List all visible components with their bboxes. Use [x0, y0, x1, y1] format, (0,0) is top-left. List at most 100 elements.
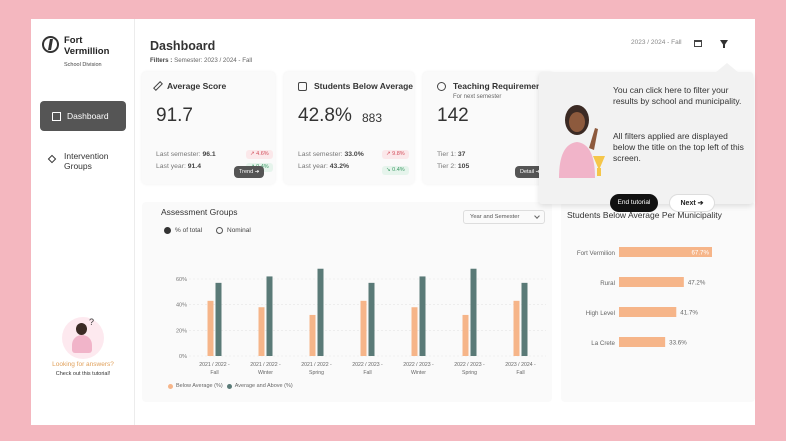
x-tick-label: 2022 / 2023 - Fall — [352, 362, 383, 376]
help-title[interactable]: Looking for answers? — [52, 361, 114, 368]
chart-legend: Below Average (%) Average and Above (%) — [168, 383, 293, 389]
stat-value: 91.4 — [187, 163, 201, 170]
detail-button[interactable]: Detail ➔ — [515, 166, 546, 178]
card-title: Average Score — [167, 81, 227, 91]
legend-label: Average and Above (%) — [234, 383, 293, 389]
year-semester-dropdown[interactable]: Year and Semester — [463, 210, 545, 224]
municipality-value-label: 67.7% — [691, 250, 709, 257]
sidebar-item-label: Intervention Groups — [64, 151, 109, 171]
last-year-stat: Last year: 91.4 — [156, 163, 201, 170]
x-tick-label-part: 2022 / 2023 - — [352, 362, 383, 368]
bar-above — [266, 276, 273, 356]
x-tick-label-part: 2022 / 2023 - — [454, 362, 485, 368]
brand-subtitle: School Division — [64, 62, 102, 68]
stat-value: 96.1 — [202, 151, 216, 158]
card-title: Students Below Average — [314, 81, 414, 91]
radio-label: Nominal — [227, 227, 251, 234]
delta-badge: ↗ 9.8% — [382, 150, 409, 159]
stat-label: Tier 1: — [437, 151, 457, 158]
trend-button[interactable]: Trend ➔ — [234, 166, 265, 178]
calendar-icon[interactable] — [694, 40, 702, 47]
sidebar: Fort Vermillion School Division Dashboar… — [31, 19, 135, 425]
assessment-groups-title: Assessment Groups — [161, 207, 238, 217]
tier2-stat: Tier 2: 105 — [437, 163, 469, 170]
bar-above — [521, 282, 528, 356]
x-tick-label-part: 2021 / 2022 - — [250, 362, 281, 368]
stat-value: 33.0% — [344, 151, 364, 158]
card-header: Average Score — [153, 81, 227, 91]
page-title: Dashboard — [150, 39, 216, 53]
delta-badge: ↘ 0.4% — [382, 166, 409, 175]
stat-label: Last semester: — [298, 151, 343, 158]
brand: Fort Vermillion — [42, 35, 114, 57]
municipality-value-label: 33.6% — [669, 340, 687, 347]
end-tutorial-button[interactable]: End tutorial — [610, 194, 658, 212]
card-title: Teaching Requirement — [453, 81, 544, 91]
radio-percent-of-total[interactable]: % of total — [164, 227, 202, 234]
stat-value: 37 — [457, 151, 466, 158]
app-window: Fort Vermillion School Division Dashboar… — [31, 19, 755, 425]
tutorial-tooltip: You can click here to filter your result… — [539, 63, 753, 212]
x-tick-label: 2021 / 2022 - Spring — [301, 362, 332, 376]
filters-label: Filters : — [150, 57, 173, 64]
bar-above — [470, 268, 477, 356]
x-tick-label: 2022 / 2023 - Winter — [403, 362, 434, 376]
tutorial-illustration: ? — [62, 317, 104, 359]
municipality-bar — [619, 277, 684, 287]
y-tick-label: 60% — [176, 277, 187, 283]
x-tick-label-part: Winter — [411, 370, 426, 376]
chat-icon — [298, 81, 307, 91]
municipality-bar — [619, 247, 712, 257]
delta-value: 4.6% — [256, 151, 269, 157]
bar-above — [215, 282, 222, 356]
last-semester-stat: Last semester: 96.1 — [156, 151, 216, 158]
sidebar-item-dashboard[interactable]: Dashboard — [40, 101, 126, 131]
help-tutorial-card[interactable]: ? Looking for answers? Check out this tu… — [31, 317, 135, 377]
help-subtitle: Check out this tutorial! — [55, 371, 111, 377]
below-average-percent: 42.8% — [298, 105, 352, 126]
municipality-title: Students Below Average Per Municipality — [567, 210, 722, 220]
bar-below — [462, 314, 469, 356]
x-tick-label: 2021 / 2022 - Fall — [199, 362, 230, 376]
bar-below — [258, 307, 265, 356]
sidebar-item-intervention-groups[interactable]: Intervention Groups — [47, 151, 129, 171]
delta-badge: ↗ 4.6% — [246, 150, 273, 159]
filter-icon[interactable] — [720, 40, 728, 48]
municipality-value-label: 47.2% — [688, 280, 706, 287]
stat-label: Tier 2: — [437, 163, 457, 170]
period-label: 2023 / 2024 - Fall — [631, 39, 682, 46]
municipality-panel — [561, 202, 755, 402]
card-average-score: Average Score 91.7 Last semester: 96.1 ↗… — [142, 72, 275, 184]
average-score-value: 91.7 — [156, 105, 193, 126]
municipality-label: High Level — [586, 310, 615, 317]
delta-value: 9.8% — [392, 151, 405, 157]
tier1-stat: Tier 1: 37 — [437, 151, 465, 158]
card-teaching-requirement: Teaching Requirement For next semester 1… — [423, 72, 553, 184]
radio-nominal[interactable]: Nominal — [216, 227, 251, 234]
x-tick-label: 2022 / 2023 - Spring — [454, 362, 485, 376]
x-tick-label-part: Fall — [516, 370, 524, 376]
municipality-label: Fort Vermilion — [577, 250, 616, 257]
municipality-bar — [619, 337, 666, 347]
card-header: Teaching Requirement — [437, 81, 544, 91]
x-tick-label: 2023 / 2024 - Fall — [505, 362, 536, 376]
x-tick-label-part: 2021 / 2022 - — [301, 362, 332, 368]
tutorial-person-illustration — [559, 105, 605, 178]
legend-swatch — [168, 383, 173, 389]
bar-above — [368, 282, 375, 356]
next-button[interactable]: Next ➔ — [669, 194, 715, 212]
bar-above — [419, 276, 426, 356]
tooltip-arrow — [715, 63, 739, 73]
last-year-stat: Last year: 43.2% — [298, 163, 349, 170]
stat-value: 105 — [457, 163, 470, 170]
bar-below — [411, 307, 418, 356]
radio-unselected-icon — [216, 227, 223, 234]
filters-value: Semester: 2023 / 2024 - Fall — [174, 57, 253, 64]
sidebar-item-label: Dashboard — [67, 111, 109, 121]
radio-label: % of total — [175, 227, 203, 234]
tooltip-text-1: You can click here to filter your result… — [613, 85, 742, 106]
stat-label: Last year: — [156, 163, 186, 170]
stat-value: 43.2% — [329, 163, 350, 170]
y-tick-label: 40% — [176, 303, 187, 309]
delta-value: 0.4% — [392, 167, 405, 173]
